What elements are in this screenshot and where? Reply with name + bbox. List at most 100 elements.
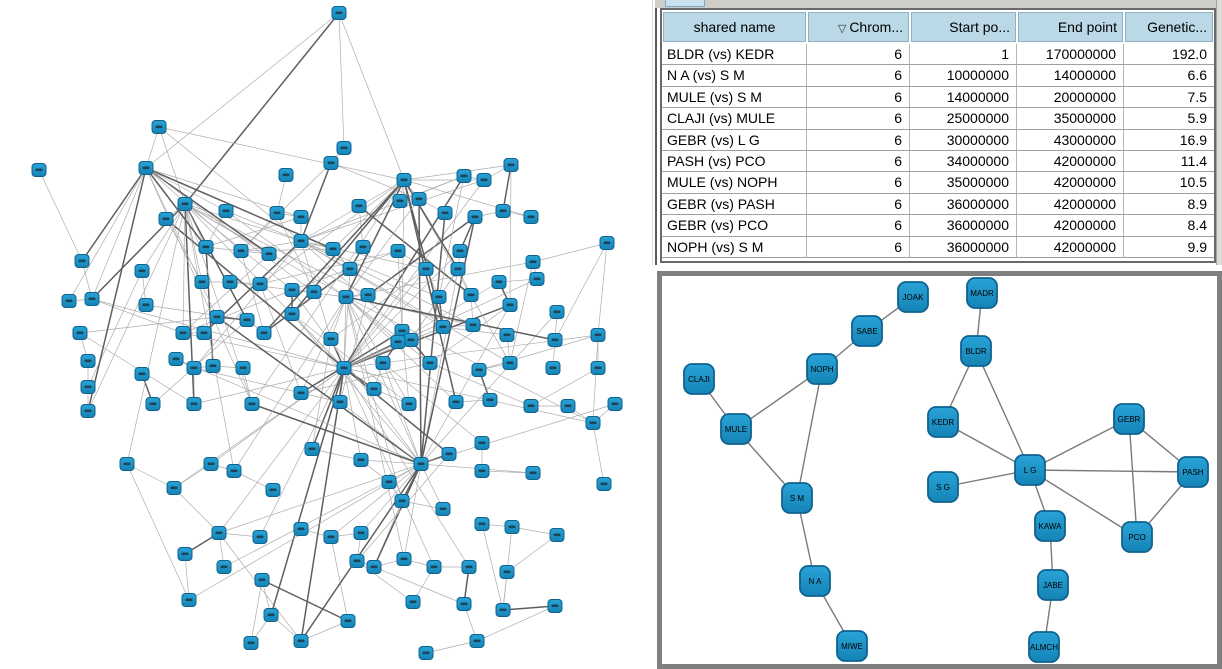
network-edge[interactable] bbox=[184, 203, 248, 321]
network-node[interactable] bbox=[596, 477, 612, 491]
network-node[interactable] bbox=[503, 158, 519, 172]
network-node[interactable] bbox=[177, 547, 193, 561]
network-node[interactable] bbox=[304, 442, 320, 456]
cell-value[interactable]: 7.5 bbox=[1124, 86, 1214, 109]
network-edge[interactable] bbox=[554, 242, 608, 341]
column-header-chromosome[interactable]: ▽ Chrom... bbox=[808, 12, 909, 42]
network-node[interactable] bbox=[222, 275, 238, 289]
cell-value[interactable]: 42000000 bbox=[1017, 193, 1124, 216]
network-node[interactable] bbox=[186, 397, 202, 411]
network-edge[interactable] bbox=[502, 164, 512, 212]
network-node[interactable] bbox=[293, 522, 309, 536]
cell-value[interactable]: 170000000 bbox=[1017, 44, 1124, 66]
network-node[interactable] bbox=[549, 305, 565, 319]
network-node[interactable] bbox=[254, 573, 270, 587]
network-edge[interactable] bbox=[343, 268, 427, 369]
network-node[interactable] bbox=[452, 244, 468, 258]
network-edge[interactable] bbox=[182, 203, 186, 334]
network-edge[interactable] bbox=[218, 367, 345, 534]
network-node[interactable] bbox=[394, 494, 410, 508]
network-edge[interactable] bbox=[145, 167, 207, 248]
network-edge[interactable] bbox=[216, 316, 422, 465]
network-node[interactable] bbox=[560, 399, 576, 413]
network-edge[interactable] bbox=[300, 463, 422, 642]
network-node[interactable] bbox=[134, 367, 150, 381]
network-edge[interactable] bbox=[184, 203, 207, 248]
cell-shared-name[interactable]: N A (vs) S M bbox=[662, 65, 807, 87]
network-node[interactable] bbox=[331, 6, 347, 20]
network-edge[interactable] bbox=[311, 338, 332, 450]
network-edge[interactable] bbox=[193, 240, 302, 369]
network-edge[interactable] bbox=[81, 167, 147, 262]
subnetwork-node[interactable]: ALMCH bbox=[1028, 631, 1060, 663]
network-edge[interactable] bbox=[165, 218, 345, 369]
network-edge[interactable] bbox=[345, 261, 534, 298]
network-edge[interactable] bbox=[233, 296, 347, 472]
network-edge[interactable] bbox=[330, 536, 349, 622]
network-edge[interactable] bbox=[332, 179, 405, 250]
cell-value[interactable]: 20000000 bbox=[1017, 86, 1124, 109]
filter-icon[interactable]: ▽ bbox=[837, 23, 847, 35]
subnetwork-edge[interactable] bbox=[1029, 469, 1138, 538]
network-edge[interactable] bbox=[509, 164, 512, 306]
network-node[interactable] bbox=[525, 255, 541, 269]
network-node[interactable] bbox=[293, 634, 309, 648]
network-node[interactable] bbox=[437, 206, 453, 220]
network-edge[interactable] bbox=[373, 463, 422, 568]
network-node[interactable] bbox=[396, 173, 412, 187]
network-node[interactable] bbox=[547, 333, 563, 347]
network-node[interactable] bbox=[418, 646, 434, 660]
cell-value[interactable]: 5.9 bbox=[1124, 108, 1214, 130]
network-node[interactable] bbox=[168, 352, 184, 366]
table-row[interactable]: NOPH (vs) S M 6 36000000 42000000 9.9 bbox=[662, 236, 1214, 258]
network-edge[interactable] bbox=[240, 162, 332, 252]
network-node[interactable] bbox=[243, 636, 259, 650]
network-node[interactable] bbox=[523, 210, 539, 224]
network-edge[interactable] bbox=[270, 367, 345, 616]
network-node[interactable] bbox=[547, 599, 563, 613]
network-edge[interactable] bbox=[68, 167, 147, 302]
network-edge[interactable] bbox=[343, 179, 485, 369]
network-node[interactable] bbox=[355, 240, 371, 254]
subnetwork-node[interactable]: S G bbox=[927, 471, 959, 503]
network-node[interactable] bbox=[80, 404, 96, 418]
subnetwork-node[interactable]: KAWA bbox=[1034, 510, 1066, 542]
network-edge[interactable] bbox=[343, 367, 450, 455]
cell-value[interactable]: 25000000 bbox=[910, 108, 1017, 130]
network-node[interactable] bbox=[474, 464, 490, 478]
subnetwork-node[interactable]: CLAJI bbox=[683, 363, 715, 395]
network-node[interactable] bbox=[306, 285, 322, 299]
network-edge[interactable] bbox=[225, 210, 347, 298]
cell-value[interactable]: 6 bbox=[807, 172, 910, 194]
cell-value[interactable]: 14000000 bbox=[910, 86, 1017, 109]
cell-shared-name[interactable]: GEBR (vs) PASH bbox=[662, 193, 807, 216]
network-edge[interactable] bbox=[410, 268, 459, 341]
cell-value[interactable]: 30000000 bbox=[910, 129, 1017, 151]
network-edge[interactable] bbox=[300, 179, 485, 242]
network-edge[interactable] bbox=[311, 367, 345, 450]
cell-value[interactable]: 1 bbox=[910, 44, 1017, 66]
network-node[interactable] bbox=[366, 560, 382, 574]
cell-value[interactable]: 36000000 bbox=[910, 193, 1017, 216]
network-node[interactable] bbox=[338, 290, 354, 304]
cell-value[interactable]: 43000000 bbox=[1017, 129, 1124, 151]
subnetwork-node[interactable]: L G bbox=[1014, 454, 1046, 486]
network-edge[interactable] bbox=[429, 304, 511, 364]
network-edge[interactable] bbox=[91, 298, 345, 369]
cell-value[interactable]: 6 bbox=[807, 44, 910, 66]
network-edge[interactable] bbox=[345, 296, 431, 364]
cell-value[interactable]: 6 bbox=[807, 150, 910, 173]
table-row[interactable]: N A (vs) S M 6 10000000 14000000 6.6 bbox=[662, 65, 1214, 87]
network-edge[interactable] bbox=[259, 367, 345, 538]
network-edge[interactable] bbox=[261, 579, 349, 622]
subnetwork-node[interactable]: GEBR bbox=[1113, 403, 1145, 435]
network-edge[interactable] bbox=[184, 12, 340, 205]
network-edge[interactable] bbox=[478, 334, 599, 371]
network-edge[interactable] bbox=[506, 534, 558, 573]
network-edge[interactable] bbox=[338, 12, 405, 181]
subnetwork-node[interactable]: N A bbox=[799, 565, 831, 597]
network-edge[interactable] bbox=[126, 463, 175, 489]
subnetwork-node[interactable]: MULE bbox=[720, 413, 752, 445]
cell-value[interactable]: 36000000 bbox=[910, 236, 1017, 258]
network-node[interactable] bbox=[504, 520, 520, 534]
